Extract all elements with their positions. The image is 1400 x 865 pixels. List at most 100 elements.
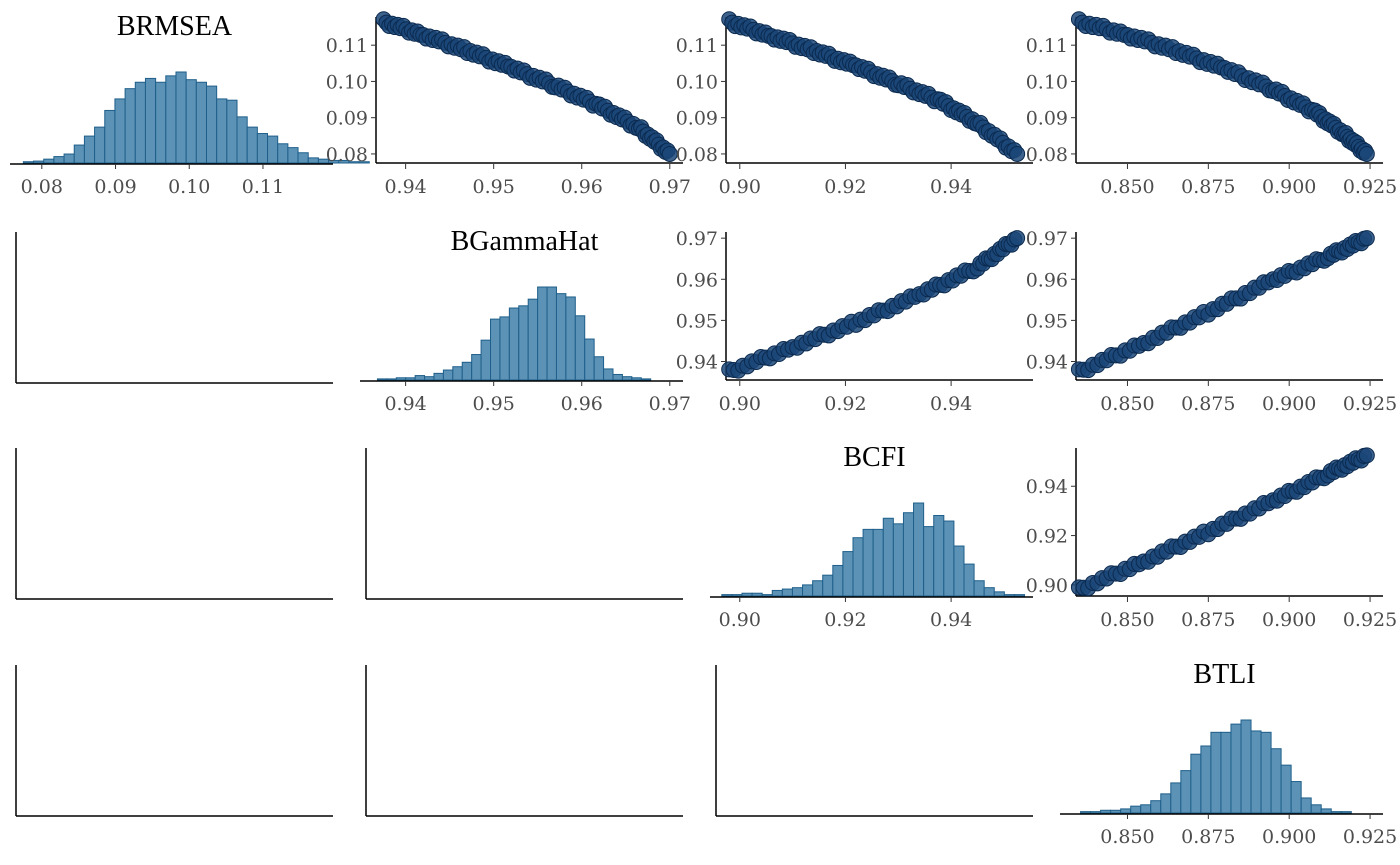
histogram-bar bbox=[1110, 809, 1122, 814]
x-tick-label: 0.875 bbox=[1181, 609, 1235, 631]
histogram-bar bbox=[832, 564, 844, 597]
y-tick-label: 0.97 bbox=[676, 228, 718, 250]
histogram-bar bbox=[267, 135, 279, 164]
x-tick-label: 0.875 bbox=[1181, 826, 1235, 848]
histogram-bar bbox=[287, 147, 299, 164]
x-tick-label: 0.90 bbox=[719, 176, 761, 198]
y-tick-label: 0.11 bbox=[326, 35, 368, 57]
x-tick-label: 0.94 bbox=[384, 176, 426, 198]
histogram-bar bbox=[277, 143, 289, 164]
histogram-bar bbox=[216, 98, 228, 164]
y-tick-label: 0.96 bbox=[1026, 269, 1068, 291]
histogram-bar bbox=[73, 144, 85, 164]
y-tick-label: 0.08 bbox=[676, 144, 718, 166]
y-tick-label: 0.10 bbox=[676, 71, 718, 93]
panel-3-4: 0.90 0.92 0.94 0.850 0.875 0.900 0.925 bbox=[1026, 447, 1397, 631]
panel-2-4: 0.94 0.95 0.96 0.97 0.850 0.875 0.900 0.925 bbox=[1026, 228, 1398, 415]
histogram-bar bbox=[1190, 753, 1202, 814]
histogram-bar bbox=[471, 354, 482, 381]
histogram-bar bbox=[943, 520, 955, 597]
x-tick-label: 0.875 bbox=[1181, 393, 1235, 415]
histogram-bar bbox=[1140, 804, 1152, 814]
panel-2-2: BGammaHat 0.94 0.95 0.96 0.97 bbox=[360, 226, 691, 415]
panel-title: BTLI bbox=[1193, 659, 1255, 690]
histogram-bar bbox=[236, 116, 248, 164]
histogram-bar bbox=[1090, 811, 1102, 814]
scatter-point bbox=[1358, 230, 1375, 247]
scatter-point bbox=[1009, 145, 1026, 162]
x-tick-label: 0.96 bbox=[561, 393, 603, 415]
histogram-bar bbox=[1120, 808, 1132, 814]
x-tick-label: 0.90 bbox=[719, 393, 761, 415]
histogram-bar bbox=[1290, 781, 1302, 814]
y-tick-label: 0.09 bbox=[676, 108, 718, 130]
x-tick-label: 0.92 bbox=[824, 176, 866, 198]
histogram-bar bbox=[993, 591, 1005, 597]
histogram-bar bbox=[882, 517, 894, 597]
x-tick-label: 0.925 bbox=[1343, 393, 1397, 415]
y-tick-label: 0.10 bbox=[1026, 71, 1068, 93]
histogram-bar bbox=[1220, 731, 1232, 814]
histogram-bar bbox=[33, 160, 45, 164]
histogram-bar bbox=[124, 88, 136, 164]
histogram-bar bbox=[963, 563, 975, 597]
histogram-bar bbox=[640, 378, 652, 381]
histogram-bar bbox=[872, 528, 884, 597]
histogram-bar bbox=[43, 158, 55, 164]
histogram-bar bbox=[256, 133, 269, 164]
histogram-bar bbox=[802, 584, 814, 597]
histogram-bar bbox=[822, 574, 834, 597]
x-tick-label: 0.11 bbox=[242, 176, 284, 198]
histogram-bar bbox=[499, 316, 510, 381]
histogram-bar bbox=[741, 592, 753, 597]
x-tick-label: 0.925 bbox=[1343, 826, 1397, 848]
histogram-bar bbox=[1260, 731, 1272, 814]
histogram-bar bbox=[612, 373, 623, 381]
panel-4-4: BTLI 0.850 0.875 0.900 0.925 bbox=[1060, 659, 1397, 848]
histogram-bar bbox=[1150, 800, 1162, 814]
x-tick-label: 0.900 bbox=[1262, 826, 1316, 848]
histogram-bar bbox=[603, 368, 614, 381]
histogram-bar bbox=[902, 512, 915, 597]
histogram-bar bbox=[1130, 805, 1142, 814]
histogram-bar bbox=[297, 152, 309, 164]
x-tick-label: 0.850 bbox=[1100, 176, 1154, 198]
x-tick-label: 0.94 bbox=[930, 393, 972, 415]
histogram-bar bbox=[546, 286, 557, 381]
histogram-bar bbox=[1310, 804, 1322, 814]
y-tick-label: 0.09 bbox=[1026, 108, 1068, 130]
histogram-bar bbox=[913, 502, 925, 597]
histogram-bar bbox=[584, 338, 595, 381]
x-tick-label: 0.900 bbox=[1262, 176, 1316, 198]
histogram-bar bbox=[405, 377, 416, 381]
histogram-bar bbox=[852, 537, 864, 597]
panel-2-3: 0.94 0.95 0.96 0.97 0.90 0.92 0.94 bbox=[676, 228, 1033, 415]
histogram-bar bbox=[461, 361, 473, 381]
histogram-bar bbox=[1170, 782, 1182, 814]
histogram-bar bbox=[424, 376, 435, 381]
histogram-bar bbox=[631, 377, 642, 381]
histogram-bar bbox=[376, 378, 388, 381]
histogram-bar bbox=[307, 157, 319, 164]
panel-3-2 bbox=[365, 448, 683, 600]
x-tick-label: 0.925 bbox=[1343, 609, 1397, 631]
histogram-bar bbox=[537, 286, 548, 381]
histogram-bar bbox=[114, 98, 126, 164]
histogram-bar bbox=[1250, 730, 1262, 814]
histogram-bar bbox=[395, 377, 407, 381]
histogram-bar bbox=[433, 372, 444, 381]
x-tick-label: 0.900 bbox=[1262, 393, 1316, 415]
histogram-bar bbox=[1240, 719, 1252, 814]
histogram-bar bbox=[144, 77, 157, 164]
x-tick-label: 0.850 bbox=[1100, 609, 1154, 631]
histogram-bar bbox=[983, 587, 995, 597]
y-tick-label: 0.97 bbox=[1026, 228, 1068, 250]
histogram-bar bbox=[1330, 811, 1342, 814]
histogram-bar bbox=[842, 551, 854, 597]
scatter-point bbox=[661, 145, 678, 162]
y-tick-label: 0.08 bbox=[326, 144, 368, 166]
histogram-bar bbox=[621, 376, 633, 381]
histogram-bar bbox=[1300, 797, 1312, 814]
histogram-bar bbox=[165, 75, 177, 164]
panel-3-1 bbox=[15, 448, 333, 600]
